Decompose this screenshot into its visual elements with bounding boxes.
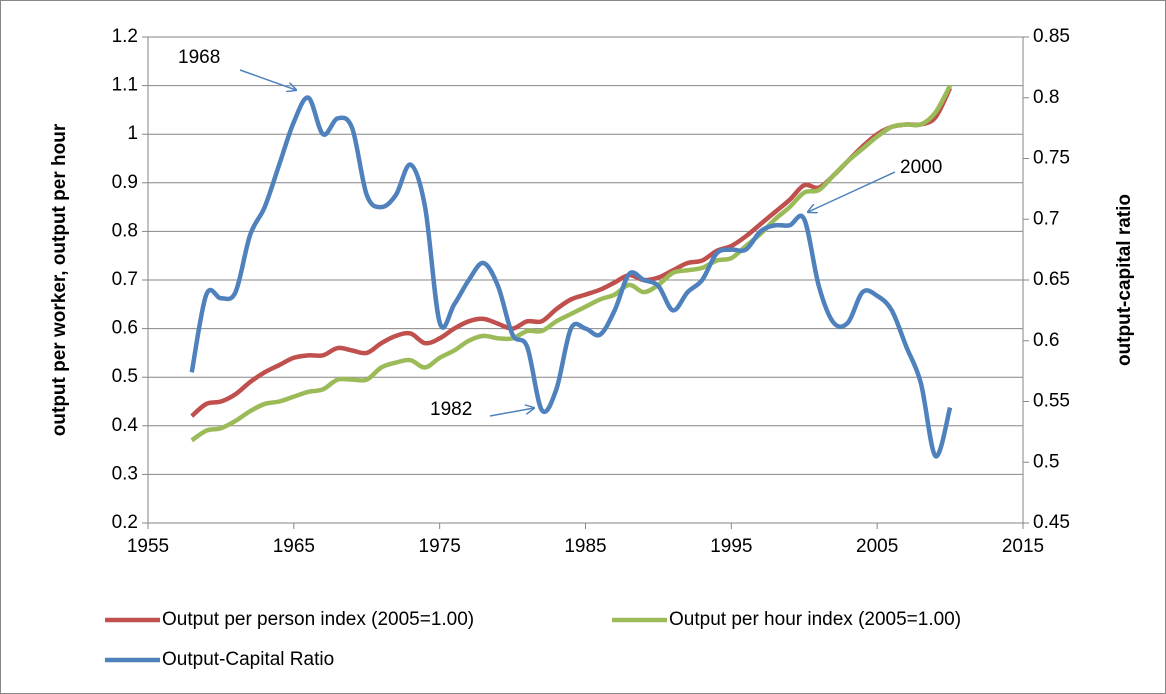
- y-tick-label: 1.2: [112, 26, 138, 47]
- annotation-arrow: [808, 171, 896, 212]
- y-tick-label: 0.3: [112, 463, 138, 484]
- series-line: [190, 84, 953, 443]
- y2-tick-label: 0.85: [1033, 26, 1070, 47]
- y2-tick-label: 0.8: [1033, 87, 1059, 108]
- annotation-arrow: [239, 69, 296, 90]
- y2-tick-label: 0.5: [1033, 451, 1059, 472]
- y2-tick-label: 0.55: [1033, 391, 1070, 412]
- x-tick-label: 1985: [564, 536, 606, 557]
- y2-tick-label: 0.7: [1033, 208, 1059, 229]
- legend-label: Output per person index (2005=1.00): [162, 609, 474, 630]
- annotation-arrow: [489, 408, 534, 417]
- y2-tick-label: 0.75: [1033, 148, 1070, 169]
- x-tick-label: 1995: [710, 536, 752, 557]
- y-tick-label: 0.6: [112, 318, 138, 339]
- x-tick-label: 1955: [127, 536, 169, 557]
- legend-label: Output per hour index (2005=1.00): [669, 609, 961, 630]
- y-tick-label: 0.8: [112, 220, 138, 241]
- y-tick-label: 0.2: [112, 512, 138, 533]
- annotation: 1968: [178, 47, 220, 68]
- y-tick-label: 0.9: [112, 172, 138, 193]
- y-tick-label: 0.4: [112, 415, 139, 436]
- y2-tick-label: 0.65: [1033, 269, 1070, 290]
- y2-axis-title: output-capital ratio: [1114, 194, 1135, 366]
- y-axis-title: output per worker, output per hour: [49, 123, 70, 436]
- legend-label: Output-Capital Ratio: [162, 649, 334, 670]
- y2-tick-label: 0.6: [1033, 330, 1059, 351]
- x-tick-label: 2015: [1002, 536, 1044, 557]
- y2-tick-label: 0.45: [1033, 512, 1070, 533]
- y-tick-label: 1: [127, 123, 138, 144]
- x-tick-label: 1965: [273, 536, 315, 557]
- y-tick-label: 0.5: [112, 366, 138, 387]
- x-tick-label: 1975: [419, 536, 461, 557]
- x-tick-label: 2005: [856, 536, 898, 557]
- annotation: 2000: [900, 157, 942, 178]
- y-tick-label: 0.7: [112, 269, 138, 290]
- series-line: [189, 95, 953, 459]
- annotation: 1982: [430, 399, 472, 420]
- y-tick-label: 1.1: [112, 75, 138, 96]
